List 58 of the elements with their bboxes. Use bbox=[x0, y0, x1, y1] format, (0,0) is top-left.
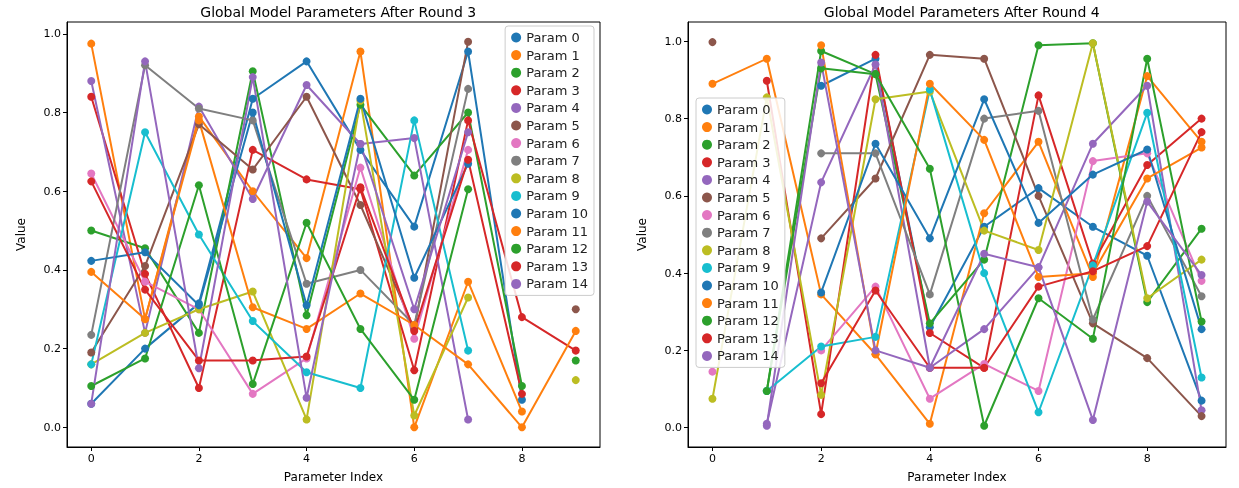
y-tick-label: 0.2 bbox=[43, 342, 61, 356]
legend-label: Param 1 bbox=[716, 119, 771, 135]
legend-label: Param 11 bbox=[526, 223, 588, 239]
legend-label: Param 3 bbox=[716, 154, 771, 170]
y-axis-title: Value bbox=[634, 218, 649, 251]
y-tick-label: 0.4 bbox=[664, 266, 682, 280]
x-tick-label: 2 bbox=[817, 452, 825, 465]
x-axis-title: Parameter Index bbox=[906, 470, 1007, 484]
y-tick-label: 0.2 bbox=[664, 343, 682, 357]
legend-label: Param 11 bbox=[716, 295, 779, 311]
legend-label: Param 12 bbox=[526, 241, 588, 257]
y-tick-label: 0.8 bbox=[664, 112, 682, 126]
legend-label: Param 8 bbox=[716, 242, 771, 258]
legend-label: Param 7 bbox=[526, 153, 580, 169]
y-tick-label: 0.6 bbox=[664, 189, 682, 203]
legend-label: Param 6 bbox=[716, 207, 771, 223]
x-tick-label: 0 bbox=[87, 452, 95, 465]
legend-label: Param 10 bbox=[526, 206, 588, 221]
legend-label: Param 2 bbox=[716, 137, 771, 153]
legend-label: Param 4 bbox=[526, 100, 580, 116]
x-tick-label: 6 bbox=[1034, 452, 1042, 465]
legend-label: Param 13 bbox=[526, 258, 588, 274]
x-tick-label: 6 bbox=[410, 452, 418, 465]
legend-label: Param 0 bbox=[716, 102, 771, 117]
legend-label: Param 1 bbox=[526, 47, 580, 63]
y-tick-label: 1.0 bbox=[43, 27, 61, 41]
legend-label: Param 14 bbox=[526, 276, 588, 292]
legend-label: Param 9 bbox=[526, 188, 580, 204]
y-axis-title: Value bbox=[14, 218, 28, 251]
y-tick-label: 0.4 bbox=[43, 263, 61, 277]
chart-title: Global Model Parameters After Round 4 bbox=[823, 4, 1100, 20]
x-axis-title: Parameter Index bbox=[283, 470, 384, 484]
legend-label: Param 2 bbox=[526, 65, 580, 81]
x-tick-label: 2 bbox=[195, 452, 203, 465]
legend-label: Param 10 bbox=[716, 278, 779, 293]
legend-label: Param 3 bbox=[526, 82, 580, 98]
legend-label: Param 12 bbox=[716, 313, 779, 329]
x-tick-label: 8 bbox=[518, 452, 526, 465]
legend-label: Param 6 bbox=[526, 135, 580, 151]
y-tick-label: 0.6 bbox=[43, 184, 61, 198]
legend-label: Param 13 bbox=[716, 330, 779, 346]
legend-label: Param 14 bbox=[716, 348, 779, 364]
chart-title: Global Model Parameters After Round 3 bbox=[200, 4, 477, 20]
y-tick-label: 0.8 bbox=[43, 106, 61, 120]
legend-label: Param 8 bbox=[526, 170, 580, 186]
legend-label: Param 5 bbox=[716, 190, 771, 205]
legend-label: Param 4 bbox=[716, 172, 771, 188]
y-tick-label: 0.0 bbox=[43, 420, 61, 434]
x-tick-label: 0 bbox=[708, 452, 716, 465]
legend-label: Param 0 bbox=[526, 30, 580, 45]
legend-label: Param 9 bbox=[716, 260, 771, 276]
x-tick-label: 8 bbox=[1143, 452, 1151, 465]
legend-label: Param 7 bbox=[716, 225, 771, 241]
legend-label: Param 5 bbox=[526, 118, 580, 133]
y-tick-label: 0.0 bbox=[664, 421, 682, 435]
x-tick-label: 4 bbox=[303, 452, 311, 465]
x-tick-label: 4 bbox=[925, 452, 933, 465]
y-tick-label: 1.0 bbox=[664, 34, 682, 48]
